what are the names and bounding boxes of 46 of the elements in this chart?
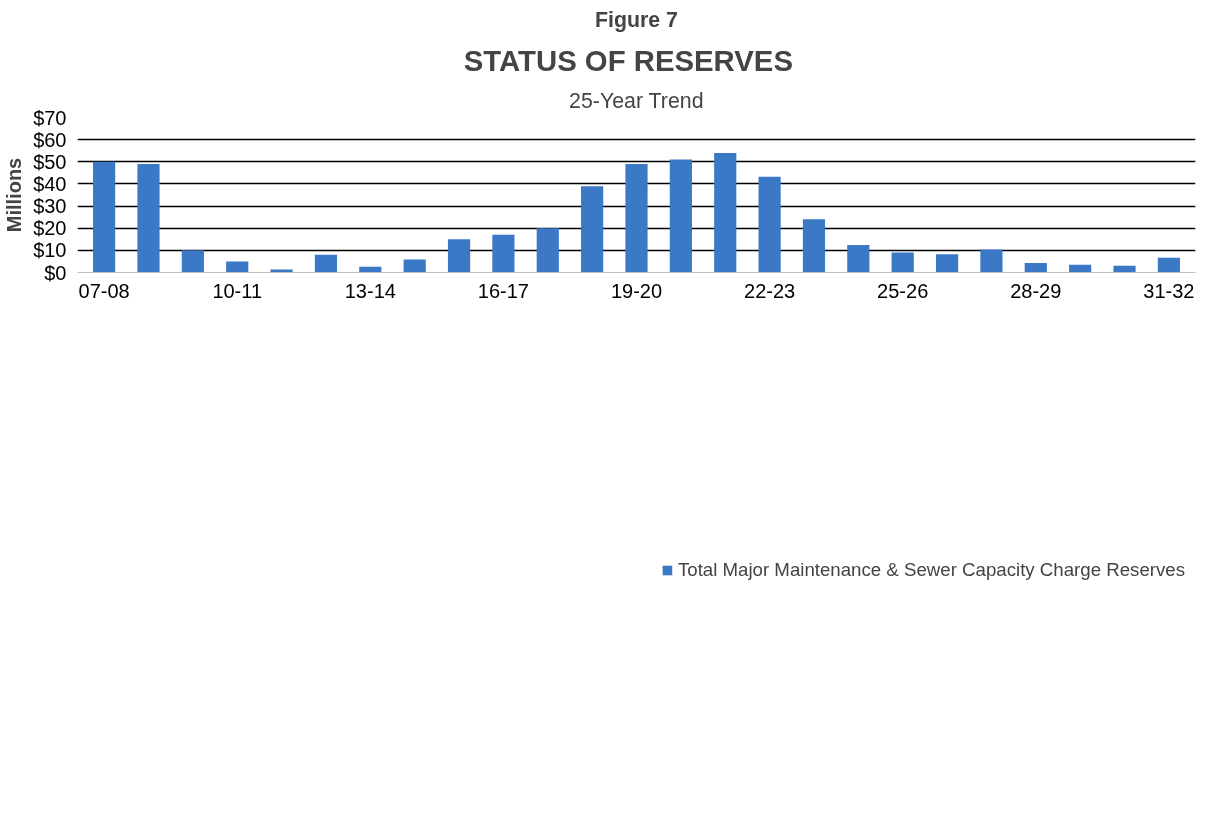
bar [314,254,338,273]
y-tick-label: $70 [33,106,67,129]
x-tick-label: 10-11 [212,279,263,302]
bar [181,250,204,273]
y-tick-label: $10 [33,239,67,262]
legend-label: Total Major Maintenance & Sewer Capacity Charge Reserves [677,559,1185,581]
bar [1024,262,1047,273]
bar [93,161,116,273]
x-tick-label: 25-26 [877,279,929,302]
x-tick-label: 28-29 [1010,279,1062,302]
bar [270,269,293,273]
bar [891,252,914,273]
x-tick-label: 31-32 [1143,279,1195,302]
bar [714,152,737,273]
bar [802,219,826,273]
bar [847,245,870,273]
bar [1113,265,1136,273]
bar [669,159,692,273]
bar [403,259,426,273]
y-tick-label: $60 [33,128,67,151]
bar [581,186,604,273]
x-tick-label: 07-08 [78,279,130,302]
bar [447,239,471,273]
bar [625,164,648,273]
caption: Figure 7 [595,7,678,32]
y-axis-title: Millions [3,157,26,233]
bar [980,249,1003,273]
bar [1157,257,1180,273]
x-tick-label: 22-23 [744,279,796,302]
y-tick-label: $30 [33,195,67,218]
bar [226,261,249,273]
chart-subtitle: 25-Year Trend [569,88,704,113]
chart-title: STATUS OF RESERVES [463,43,793,77]
x-tick-label: 13-14 [344,279,396,302]
y-tick-label: $40 [33,172,67,195]
x-tick-label: 19-20 [610,279,663,302]
bar [137,164,160,273]
y-tick-label: $20 [33,217,67,240]
bar [935,254,959,273]
x-tick-label: 16-17 [477,279,529,302]
bar [536,228,559,273]
bar [492,234,515,273]
bar [1069,264,1092,273]
y-tick-label: $50 [33,150,67,173]
bar [758,176,781,273]
y-tick-label: $0 [44,261,67,284]
